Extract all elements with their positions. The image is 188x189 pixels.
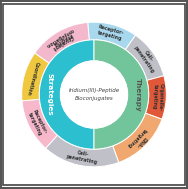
Text: Covalent
conjugation: Covalent conjugation bbox=[44, 27, 77, 53]
Text: Cell-
penetrating: Cell- penetrating bbox=[65, 149, 99, 165]
Text: Coordination: Coordination bbox=[26, 60, 40, 96]
Text: Cell-
penetrating: Cell- penetrating bbox=[132, 42, 160, 74]
Text: Receptor-
targeting: Receptor- targeting bbox=[27, 108, 48, 137]
Wedge shape bbox=[22, 53, 49, 101]
Wedge shape bbox=[35, 22, 89, 63]
Text: Bioconjugates: Bioconjugates bbox=[75, 96, 113, 101]
Circle shape bbox=[61, 61, 127, 128]
Wedge shape bbox=[94, 40, 149, 149]
Wedge shape bbox=[46, 135, 119, 167]
Wedge shape bbox=[33, 22, 89, 66]
Wedge shape bbox=[125, 35, 164, 80]
Wedge shape bbox=[113, 113, 162, 163]
Text: Imaging: Imaging bbox=[52, 32, 73, 47]
Text: Organelle-
targeting: Organelle- targeting bbox=[152, 83, 163, 112]
Text: Strategies: Strategies bbox=[47, 73, 53, 116]
Text: Receptor-
targeting: Receptor- targeting bbox=[96, 25, 125, 42]
Text: Therapy: Therapy bbox=[135, 78, 141, 111]
Text: DNA-
targeting: DNA- targeting bbox=[126, 127, 152, 152]
Wedge shape bbox=[145, 76, 166, 119]
Wedge shape bbox=[22, 99, 57, 148]
Wedge shape bbox=[39, 40, 94, 149]
Text: Iridium(III)-Peptide: Iridium(III)-Peptide bbox=[68, 88, 120, 93]
Wedge shape bbox=[88, 22, 136, 50]
